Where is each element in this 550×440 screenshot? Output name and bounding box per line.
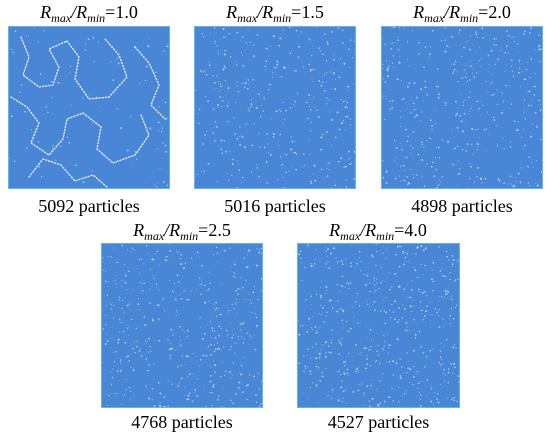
ratio-symbol: R (365, 220, 377, 240)
ratio-symbol: R (40, 2, 52, 22)
ratio-symbol: R (133, 220, 145, 240)
particle-count: 5016 particles (224, 196, 326, 216)
ratio-symbol: R (413, 2, 425, 22)
ratio-value: =2.5 (198, 220, 231, 240)
ratio-sub-min: min (273, 11, 292, 25)
particle-packing-image (381, 26, 543, 189)
particle-count: 4527 particles (327, 412, 430, 432)
panel-title: Rmax/Rmin=1.5 (194, 2, 356, 26)
grain-boundary (10, 96, 84, 156)
ratio-sub-max: max (340, 229, 361, 243)
particle-field (195, 27, 355, 188)
grain-boundary (82, 112, 150, 164)
ratio-sub-max: max (237, 11, 258, 25)
particle-count: 4898 particles (411, 196, 513, 216)
panel-title: Rmax/Rmin=1.0 (8, 2, 170, 26)
ratio-symbol: R (329, 220, 341, 240)
ratio-sub-max: max (424, 11, 445, 25)
particle-field (298, 244, 459, 407)
particle-packing-image (8, 26, 170, 189)
ratio-symbol: R (262, 2, 274, 22)
particle-packing-image (297, 243, 460, 408)
ratio-value: =4.0 (394, 220, 427, 240)
ratio-sub-min: min (376, 229, 395, 243)
ratio-sep: / (71, 2, 77, 22)
ratio-symbol: R (169, 220, 181, 240)
ratio-sub-min: min (180, 229, 199, 243)
ratio-symbol: R (76, 2, 88, 22)
panel-title: Rmax/Rmin=2.0 (381, 2, 543, 26)
ratio-symbol: R (226, 2, 238, 22)
particle-packing-image (194, 26, 356, 189)
ratio-sub-max: max (51, 11, 72, 25)
ratio-sep: / (257, 2, 263, 22)
particle-count: 5092 particles (38, 196, 140, 216)
ratio-value: =1.5 (291, 2, 324, 22)
panel-title: Rmax/Rmin=2.5 (101, 220, 263, 244)
ratio-value: =1.0 (105, 2, 138, 22)
ratio-sub-min: min (460, 11, 479, 25)
particle-packing-image (101, 243, 263, 408)
ratio-value: =2.0 (478, 2, 511, 22)
ratio-sep: / (164, 220, 170, 240)
panel-title: Rmax/Rmin=4.0 (297, 220, 459, 244)
ratio-symbol: R (449, 2, 461, 22)
grain-boundary (28, 158, 108, 188)
grain-boundary (66, 38, 128, 100)
particle-field (102, 244, 262, 407)
ratio-sep: / (444, 2, 450, 22)
ratio-sub-min: min (87, 11, 106, 25)
grain-boundary (134, 46, 166, 120)
particle-field (9, 28, 169, 188)
grain-boundary (20, 36, 68, 88)
particle-field (382, 27, 542, 188)
ratio-sub-max: max (144, 229, 165, 243)
particle-count: 4768 particles (131, 412, 233, 432)
ratio-sep: / (360, 220, 366, 240)
